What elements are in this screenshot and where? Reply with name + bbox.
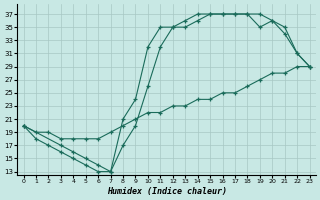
- X-axis label: Humidex (Indice chaleur): Humidex (Indice chaleur): [107, 187, 227, 196]
